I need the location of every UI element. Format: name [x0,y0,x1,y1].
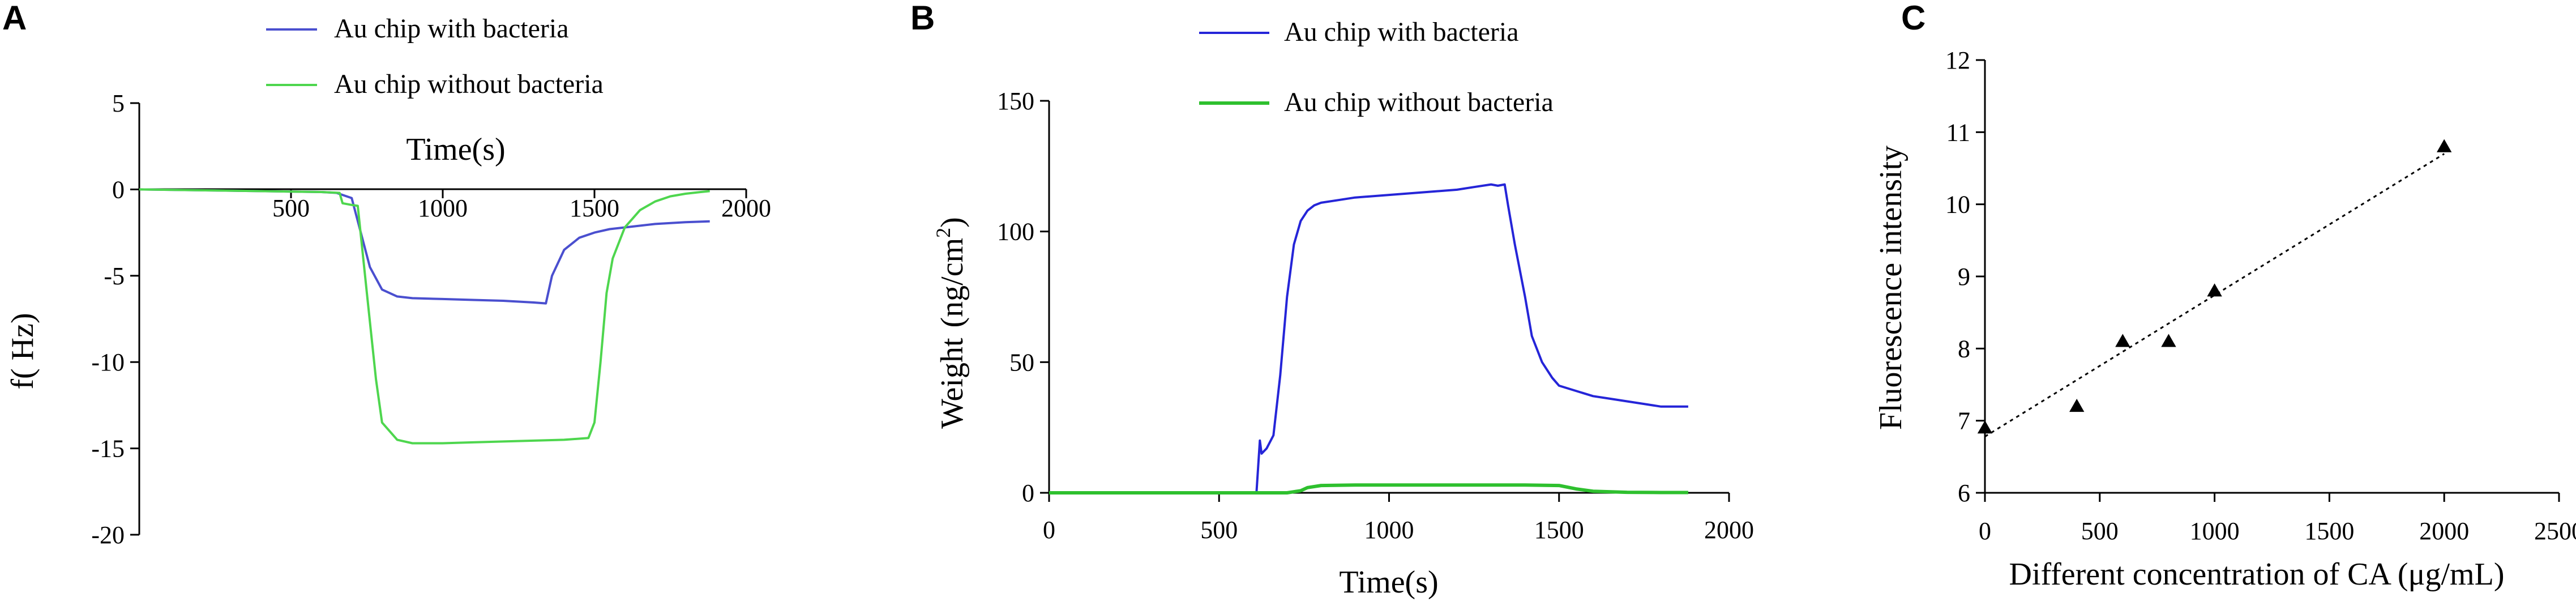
panel-c: C Fluorescence intensity 6 7 8 9 10 11 12 0 500… [1873,0,2576,592]
panel-c-y-tick-label: 6 [1958,479,1970,507]
panel-a-x-tick-label: 1500 [570,194,619,222]
panel-c-data-point [2437,139,2452,152]
panel-c-data-point [2161,334,2176,347]
panel-a-x-tick-label: 1000 [418,194,468,222]
panel-b-x-tick-label: 1500 [1534,516,1584,544]
panel-c-data-point [2207,283,2222,297]
panel-c-y-tick-label: 12 [1945,46,1970,74]
panel-b-x-tick-label: 0 [1043,516,1055,544]
panel-a-y-tick-label: -10 [91,348,125,376]
panel-b-y-tick-label: 0 [1022,479,1034,507]
panel-c-y-ticks: 6 7 8 9 10 11 12 [1945,46,1985,507]
panel-a-legend-label-without-bacteria: Au chip without bacteria [334,69,604,99]
panel-a-y-ticks: 5 0 -5 -10 -15 -20 [91,89,139,549]
panel-b-legend-label-with-bacteria: Au chip with bacteria [1284,17,1519,47]
panel-a-legend: Au chip with bacteria Au chip without ba… [266,14,604,99]
panel-b-y-ticks: 0 50 100 150 [997,87,1049,507]
panel-c-y-tick-label: 11 [1946,118,1970,146]
panel-b-x-tick-label: 1000 [1364,516,1414,544]
panel-c-letter: C [1901,0,1925,37]
panel-a-x-tick-label: 2000 [721,194,771,222]
panel-a-series [139,188,710,445]
panel-a: A Au chip with bacteria Au chip without … [2,0,771,549]
panel-c-x-tick-label: 2500 [2534,517,2576,545]
panel-c-data-point [2115,334,2130,347]
panel-b-y-tick-label: 50 [1009,348,1034,376]
panel-a-y-tick-label: -15 [91,435,125,463]
panel-c-data-point [1977,420,1993,434]
panel-b-series [1049,183,1688,495]
panel-c-series [1977,139,2452,437]
panel-b-x-tick-label: 2000 [1704,516,1754,544]
panel-b-letter: B [910,0,935,37]
panel-b-legend: Au chip with bacteria Au chip without ba… [1199,17,1554,117]
panel-a-x-axis-label: Time(s) [406,132,505,167]
panel-a-legend-label-with-bacteria: Au chip with bacteria [334,14,569,44]
panel-a-y-tick-label: 5 [112,89,125,117]
panel-a-x-tick-label: 500 [272,194,310,222]
panel-b-legend-label-without-bacteria: Au chip without bacteria [1284,87,1554,117]
panel-c-x-tick-label: 0 [1979,517,1991,545]
panel-c-data-point [2069,399,2085,412]
panel-a-letter: A [2,0,27,37]
panel-a-y-tick-label: 0 [112,176,125,203]
panel-a-series-line-without-bacteria [139,188,710,445]
panel-b-y-tick-label: 100 [997,218,1034,246]
panel-c-x-tick-label: 1000 [2190,517,2240,545]
panel-c-fit-line [1984,153,2445,437]
panel-c-y-tick-label: 9 [1958,263,1970,291]
panel-b: B Au chip with bacteria Au chip without … [910,0,1754,600]
panel-a-x-ticks: 500 1000 1500 2000 [272,189,771,222]
panel-b-x-ticks: 0 500 1000 1500 2000 [1043,493,1754,544]
panel-b-y-axis-label: Weight(ng/cm2) [932,217,970,429]
panel-b-series-line-with-bacteria [1049,183,1688,494]
panel-c-x-tick-label: 500 [2081,517,2119,545]
panel-c-y-tick-label: 8 [1958,335,1970,363]
panel-c-x-tick-label: 2000 [2419,517,2469,545]
panel-b-y-tick-label: 150 [997,87,1034,115]
panel-b-series-line-without-bacteria [1049,483,1688,495]
panel-c-x-tick-label: 1500 [2304,517,2354,545]
panel-c-y-tick-label: 7 [1958,407,1970,435]
panel-a-y-tick-label: -20 [91,521,125,549]
panel-b-x-axis-label: Time(s) [1339,565,1438,600]
panel-a-y-axis-label: f( Hz) [5,313,40,389]
panel-c-y-tick-label: 10 [1945,191,1970,219]
panel-b-x-tick-label: 500 [1200,516,1238,544]
panel-c-x-axis-label: Different concentration of CA (μg/mL) [2009,557,2505,592]
panel-c-y-axis-label: Fluorescence intensity [1873,146,1909,430]
panel-a-y-tick-label: -5 [104,262,125,290]
panel-c-x-ticks: 0 500 1000 1500 2000 2500 [1979,493,2576,545]
